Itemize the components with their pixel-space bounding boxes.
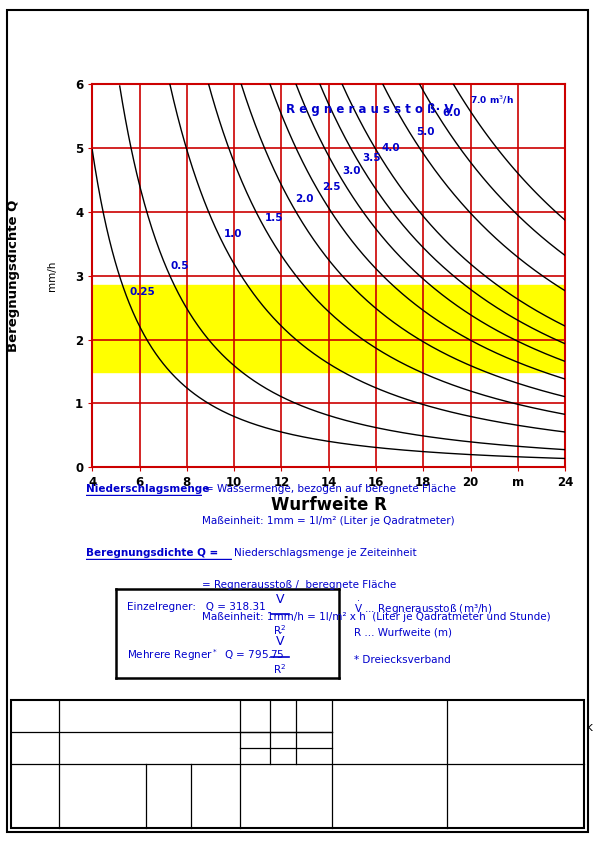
Text: 7.0 m$^3$/h: 7.0 m$^3$/h [469,93,513,106]
Text: mm/h: mm/h [48,261,57,291]
Text: Einzelregner:   Q = 318.31: Einzelregner: Q = 318.31 [127,602,266,612]
Text: 1.5: 1.5 [265,214,284,223]
Text: Schust: Schust [298,735,330,743]
Text: Gepr.: Gepr. [242,752,264,760]
Text: Maßeinheit: 1mm = 1l/m² (Liter je Qadratmeter): Maßeinheit: 1mm = 1l/m² (Liter je Qadrat… [202,516,455,526]
Text: 0.5: 0.5 [171,261,189,271]
Text: Beregnungsdichte Q: Beregnungsdichte Q [7,200,20,352]
Text: Norm: Norm [242,720,265,728]
Text: Tag: Tag [276,711,290,720]
Text: Dat.: Dat. [148,791,165,800]
Text: Änderungen: Änderungen [12,805,64,815]
Text: 5.0: 5.0 [416,127,434,137]
Text: Beregnungstechnik: Beregnungstechnik [306,785,472,799]
Text: = Regnerausstoß /  beregnete Fläche: = Regnerausstoß / beregnete Fläche [202,580,396,590]
Text: Nr.: Nr. [12,782,24,791]
Text: 10.6.: 10.6. [273,735,294,743]
Text: Gez.: Gez. [242,735,261,743]
Text: 3.5: 3.5 [362,152,381,163]
Text: Mb.: Mb. [248,711,262,720]
Text: Name: Name [194,791,218,800]
Text: 6.0: 6.0 [443,108,461,118]
Text: R$^2$: R$^2$ [274,662,287,676]
Text: 1.0: 1.0 [224,229,242,239]
Text: Maßeinheit: 1mm/h = 1l/m² x h  (Liter je Qadratmeter und Stunde): Maßeinheit: 1mm/h = 1l/m² x h (Liter je … [202,612,551,622]
Text: Niederschlagsmenge je Zeiteinheit: Niederschlagsmenge je Zeiteinheit [234,548,416,558]
Text: 1:1: 1:1 [250,779,277,794]
Text: Mehrere Regner$^*$  Q = 795.75: Mehrere Regner$^*$ Q = 795.75 [127,647,284,663]
Text: Oehler GmbH: Oehler GmbH [475,749,556,763]
Text: 3.0: 3.0 [343,166,361,176]
Text: Niederschlagsmenge: Niederschlagsmenge [86,484,209,494]
Text: Maßst.:: Maßst.: [243,723,276,733]
Text: * Dreiecksverband: * Dreiecksverband [354,655,451,665]
Text: 4.0: 4.0 [381,143,400,153]
Text: $\dot{\mathrm{V}}$: $\dot{\mathrm{V}}$ [275,590,285,606]
Text: Art der Änd.: Art der Änd. [62,791,113,800]
Text: $\dot{\mathrm{V}}$: $\dot{\mathrm{V}}$ [275,632,285,649]
Text: 2.0: 2.0 [295,195,313,205]
Text: 2.5: 2.5 [322,182,340,192]
Text: $\dot{\mathrm{V}}$ ... Regnerausstoß (m³/h): $\dot{\mathrm{V}}$ ... Regnerausstoß (m³… [354,600,493,616]
Bar [92,285,565,371]
Text: R e g n e r a u s s t o ß· V: R e g n e r a u s s t o ß· V [286,103,453,116]
Text: Name: Name [302,711,327,720]
Text: R ... Wurfweite (m): R ... Wurfweite (m) [354,627,452,637]
Text: 70734 Fellbach: 70734 Fellbach [471,786,560,798]
Text: Beregnungsdichte Q =: Beregnungsdichte Q = [86,548,218,558]
X-axis label: Wurfweite R: Wurfweite R [271,496,387,514]
Text: 0.25: 0.25 [130,287,155,297]
Text: KARASTO Armaturenfabrik: KARASTO Armaturenfabrik [437,722,593,734]
Text: R$^2$: R$^2$ [274,623,287,637]
Text: = Wassermenge, bezogen auf beregnete Fläche: = Wassermenge, bezogen auf beregnete Flä… [205,484,456,494]
